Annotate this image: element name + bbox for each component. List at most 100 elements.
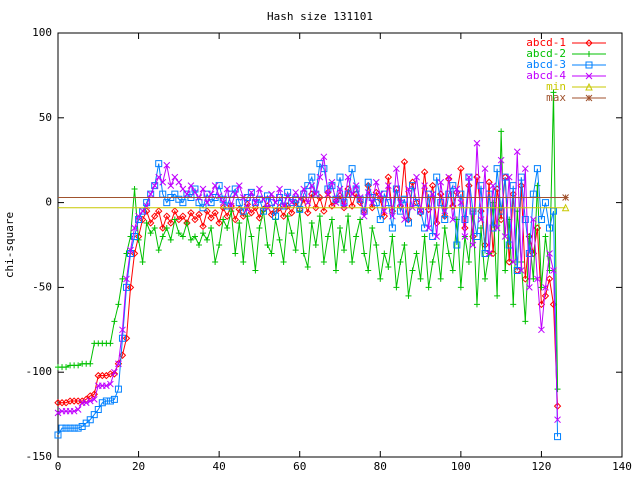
marker — [304, 209, 312, 217]
marker — [203, 199, 211, 206]
marker — [98, 371, 107, 380]
marker — [541, 199, 549, 207]
marker — [413, 173, 420, 181]
marker — [457, 164, 465, 173]
marker — [167, 236, 174, 243]
marker — [389, 233, 396, 240]
marker — [114, 385, 122, 393]
marker — [533, 224, 542, 232]
marker — [75, 362, 82, 369]
marker — [364, 189, 372, 196]
marker — [296, 205, 304, 213]
marker — [248, 189, 255, 196]
marker — [200, 230, 207, 237]
marker — [199, 185, 207, 193]
marker — [228, 208, 235, 215]
marker — [538, 284, 545, 291]
marker — [421, 224, 429, 232]
marker — [545, 224, 553, 232]
marker — [70, 407, 78, 415]
marker — [308, 182, 316, 189]
x-tick-label: 100 — [451, 460, 471, 473]
marker — [385, 264, 392, 271]
marker — [380, 207, 388, 215]
marker — [489, 249, 497, 258]
marker — [441, 207, 449, 215]
marker — [425, 284, 432, 291]
marker — [400, 158, 409, 166]
marker — [348, 190, 356, 198]
x-tick-label: 120 — [531, 460, 551, 473]
marker — [530, 275, 537, 282]
marker — [505, 258, 513, 266]
marker — [357, 216, 364, 223]
marker — [179, 185, 187, 193]
marker — [554, 416, 561, 424]
marker — [409, 267, 416, 274]
marker — [94, 371, 102, 380]
marker — [304, 199, 312, 206]
marker — [405, 185, 412, 193]
marker — [74, 406, 82, 413]
marker — [433, 242, 440, 248]
marker — [320, 153, 328, 161]
marker — [525, 249, 533, 257]
marker — [461, 233, 469, 240]
marker — [308, 219, 315, 226]
marker — [147, 190, 155, 198]
marker — [107, 340, 114, 347]
marker — [211, 182, 219, 189]
legend-label: abcd-2 — [526, 47, 566, 60]
marker — [404, 219, 412, 227]
marker — [316, 213, 323, 220]
marker — [429, 190, 437, 198]
marker — [368, 194, 376, 202]
marker — [179, 199, 187, 207]
marker — [545, 275, 554, 283]
marker — [187, 182, 195, 189]
marker — [312, 242, 319, 248]
marker — [377, 275, 384, 282]
marker — [542, 284, 549, 291]
marker — [115, 360, 122, 368]
marker — [494, 292, 501, 299]
marker — [267, 210, 276, 219]
marker — [376, 216, 384, 224]
chart-title: Hash size 131101 — [267, 10, 373, 23]
marker — [433, 233, 441, 240]
marker — [364, 178, 372, 186]
marker — [320, 207, 328, 215]
marker — [287, 209, 296, 217]
marker — [248, 233, 255, 240]
marker — [207, 214, 215, 222]
marker — [534, 182, 541, 189]
marker — [320, 258, 327, 265]
marker — [216, 242, 223, 248]
marker — [457, 199, 465, 206]
marker — [505, 173, 513, 181]
marker — [445, 250, 452, 257]
marker — [328, 178, 336, 186]
marker — [437, 178, 445, 186]
marker — [175, 178, 183, 186]
marker — [324, 233, 331, 240]
marker — [478, 225, 484, 232]
marker — [561, 203, 570, 212]
x-tick-label: 60 — [293, 460, 306, 473]
marker — [223, 185, 231, 193]
marker — [517, 267, 525, 274]
marker — [537, 216, 545, 224]
marker — [268, 250, 275, 257]
marker — [90, 390, 98, 398]
marker — [191, 189, 199, 196]
marker — [497, 156, 505, 164]
marker — [530, 216, 537, 223]
marker — [337, 225, 343, 232]
marker — [332, 199, 340, 206]
y-tick-label: -100 — [26, 365, 53, 378]
marker — [546, 250, 553, 257]
marker — [82, 399, 90, 407]
marker — [155, 173, 163, 181]
marker — [328, 216, 335, 223]
